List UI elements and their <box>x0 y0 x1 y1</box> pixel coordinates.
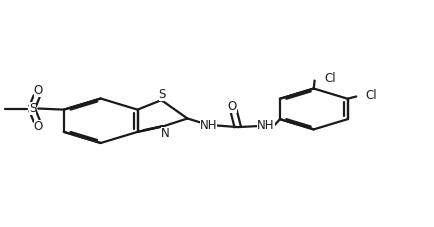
Text: O: O <box>227 99 237 113</box>
Text: N: N <box>161 126 170 140</box>
Text: NH: NH <box>257 119 275 133</box>
Text: S: S <box>158 88 166 101</box>
Text: Cl: Cl <box>324 72 336 85</box>
Text: O: O <box>33 84 43 97</box>
Text: Cl: Cl <box>366 89 378 102</box>
Text: S: S <box>29 102 36 115</box>
Text: O: O <box>33 120 43 133</box>
Text: NH: NH <box>200 119 217 132</box>
